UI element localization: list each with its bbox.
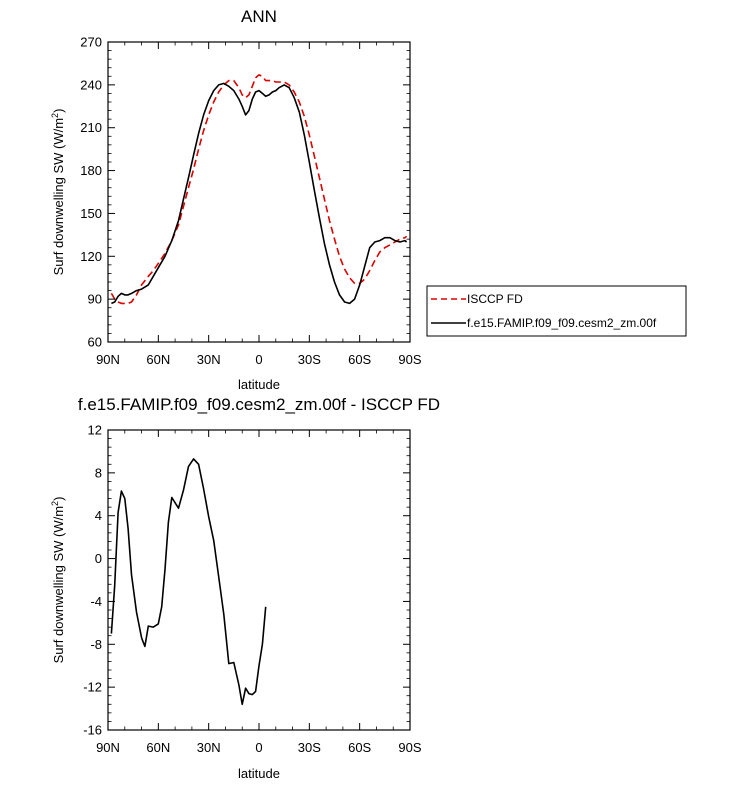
- top-x-tick-label: 60N: [146, 352, 170, 367]
- top-plot-title: ANN: [241, 7, 277, 26]
- top-series-line-0: [110, 74, 408, 305]
- bottom-x-tick-label: 90N: [96, 740, 120, 755]
- top-y-tick-label: 90: [88, 292, 102, 307]
- top-plot-frame: [107, 41, 411, 343]
- bottom-y-tick-label: -8: [90, 637, 102, 652]
- top-y-tick-label: 150: [80, 206, 102, 221]
- top-x-tick-label: 60S: [348, 352, 371, 367]
- legend-label-isccp: ISCCP FD: [467, 292, 523, 306]
- top-x-tick-label: 90S: [398, 352, 421, 367]
- legend-box: [426, 285, 687, 337]
- top-y-tick-label: 240: [80, 77, 102, 92]
- top-x-tick-label: 30N: [197, 352, 221, 367]
- bottom-series-line-0: [110, 458, 267, 706]
- bottom-plot-title: f.e15.FAMIP.f09_f09.cesm2_zm.00f - ISCCP…: [78, 395, 440, 414]
- top-y-tick-label: 180: [80, 163, 102, 178]
- bottom-y-tick-label: -4: [90, 594, 102, 609]
- top-x-tick-label: 90N: [96, 352, 120, 367]
- bottom-y-tick-label: 4: [95, 508, 102, 523]
- top-x-axis-title: latitude: [238, 377, 280, 392]
- bottom-panel: f.e15.FAMIP.f09_f09.cesm2_zm.00f - ISCCP…: [50, 395, 440, 781]
- bottom-x-tick-label: 60N: [146, 740, 170, 755]
- bottom-y-tick-label: 12: [88, 423, 102, 438]
- top-y-tick-label: 120: [80, 249, 102, 264]
- top-y-axis-title: Surf downwelling SW (W/m2): [50, 109, 66, 276]
- bottom-plot-area: -16 -12 -8 -4 0 4 8 12 90N 60N 30N 0 30S 60S 90S: [83, 423, 422, 756]
- bottom-y-tick-label: 0: [95, 551, 102, 566]
- bottom-y-tick-label: -12: [83, 680, 102, 695]
- bottom-plot-frame: [107, 429, 411, 731]
- top-x-tick-label: 0: [255, 352, 262, 367]
- top-y-tick-label: 210: [80, 120, 102, 135]
- bottom-x-tick-label: 60S: [348, 740, 371, 755]
- top-series-line-1: [111, 82, 408, 305]
- bottom-x-tick-label: 30S: [298, 740, 321, 755]
- bottom-x-tick-label: 90S: [398, 740, 421, 755]
- bottom-y-tick-label: -16: [83, 723, 102, 738]
- bottom-x-tick-label: 30N: [197, 740, 221, 755]
- bottom-x-axis-title: latitude: [238, 766, 280, 781]
- bottom-y-tick-label: 8: [95, 465, 102, 480]
- top-x-tick-label: 30S: [298, 352, 321, 367]
- top-y-tick-label: 60: [88, 335, 102, 350]
- legend-label-model: f.e15.FAMIP.f09_f09.cesm2_zm.00f: [467, 316, 657, 330]
- bottom-x-tick-label: 0: [255, 740, 262, 755]
- top-plot-area: 60 90 120 150 180 210 240 270 90N 60N 30N 0 30S 60S 90…: [80, 35, 422, 368]
- legend: ISCCP FD f.e15.FAMIP.f09_f09.cesm2_zm.00…: [426, 285, 687, 337]
- top-y-tick-label: 270: [80, 35, 102, 50]
- bottom-y-axis-title: Surf downwelling SW (W/m2): [50, 497, 66, 664]
